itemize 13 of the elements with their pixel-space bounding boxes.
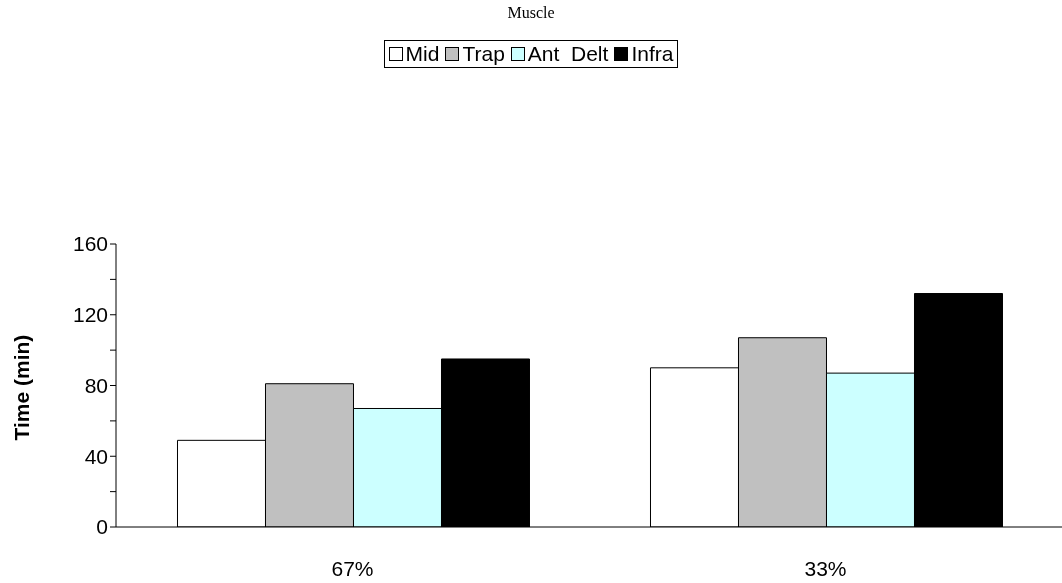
- y-tick-label: 40: [84, 444, 108, 468]
- y-tick-label: 120: [72, 303, 108, 327]
- legend-label: Infra: [631, 42, 674, 66]
- chart-title: Muscle: [506, 4, 556, 22]
- y-axis-title: Time (min): [10, 334, 34, 441]
- y-tick-label: 0: [96, 515, 108, 539]
- x-tick-label: 33%: [804, 556, 847, 580]
- legend-label: Mid: [405, 42, 440, 66]
- y-tick-label: 160: [72, 232, 108, 256]
- y-tick-label: 80: [84, 373, 108, 397]
- legend-label: Trap: [462, 42, 505, 66]
- legend-label: Ant Delt: [527, 42, 609, 66]
- x-tick-label: 67%: [331, 556, 374, 580]
